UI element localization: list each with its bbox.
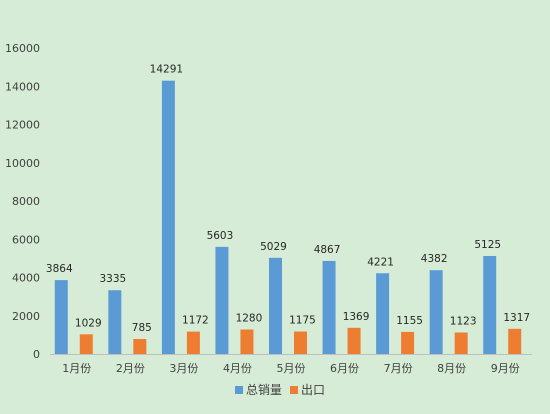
legend-label-export: 出口 — [301, 383, 325, 397]
data-label-export: 1172 — [182, 315, 209, 327]
data-label-total-sales: 5603 — [207, 230, 234, 242]
bar-total-sales — [215, 246, 229, 354]
data-labels: 3864 1029 3335 785 14291 1172 5603 1280 5029 1175… — [46, 64, 530, 334]
data-label-export: 1155 — [396, 315, 423, 327]
x-tick-label: 3月份 — [169, 362, 198, 375]
bar-export — [454, 332, 468, 354]
y-axis: 0 2000 4000 6000 8000 10000 12000 14000 16000 — [5, 42, 40, 361]
data-label-total-sales: 5125 — [474, 239, 501, 251]
x-tick-label: 8月份 — [437, 362, 466, 375]
bar-total-sales — [269, 257, 282, 354]
legend: 总销量 出口 — [235, 383, 325, 397]
y-tick-label: 16000 — [5, 42, 40, 55]
bar-export — [133, 338, 147, 354]
bars — [54, 80, 522, 354]
x-tick-label: 5月份 — [277, 362, 306, 375]
y-tick-label: 2000 — [12, 310, 40, 323]
x-tick-label: 1月份 — [62, 362, 91, 375]
bar-total-sales — [322, 260, 336, 354]
legend-swatch-total-sales — [235, 386, 243, 394]
data-label-export: 1317 — [503, 312, 530, 324]
y-tick-label: 0 — [33, 348, 40, 361]
data-label-export: 785 — [132, 322, 152, 334]
data-label-total-sales: 14291 — [150, 64, 183, 76]
data-label-export: 1175 — [289, 315, 316, 327]
bar-total-sales — [483, 255, 497, 354]
bar-total-sales — [161, 80, 175, 354]
data-label-total-sales: 4221 — [367, 256, 394, 268]
data-label-total-sales: 4867 — [314, 244, 341, 256]
x-axis: 1月份 2月份 3月份 4月份 5月份 6月份 7月份 8月份 9月份 — [50, 354, 532, 375]
bar-export — [79, 334, 93, 354]
x-tick-label: 9月份 — [491, 362, 520, 375]
data-label-total-sales: 3864 — [46, 263, 73, 275]
bar-total-sales — [429, 270, 443, 354]
data-label-total-sales: 5029 — [260, 241, 287, 253]
y-tick-label: 4000 — [12, 272, 40, 285]
y-tick-label: 14000 — [5, 80, 40, 93]
legend-label-total-sales: 总销量 — [246, 383, 282, 397]
bar-export — [508, 328, 522, 354]
y-tick-label: 8000 — [12, 195, 40, 208]
data-label-total-sales: 4382 — [421, 253, 448, 265]
bar-export — [240, 329, 254, 354]
data-label-export: 1123 — [450, 316, 477, 328]
x-tick-label: 4月份 — [223, 362, 252, 375]
bar-total-sales — [108, 290, 122, 354]
y-tick-label: 6000 — [12, 233, 40, 246]
bar-export — [186, 331, 200, 354]
legend-swatch-export — [290, 386, 298, 394]
data-label-export: 1280 — [236, 313, 263, 325]
bar-export — [401, 331, 415, 354]
data-label-export: 1369 — [343, 311, 370, 323]
y-tick-label: 12000 — [5, 119, 40, 132]
bar-export — [347, 327, 361, 354]
bar-export — [294, 331, 307, 354]
x-tick-label: 7月份 — [384, 362, 413, 375]
x-tick-label: 6月份 — [330, 362, 359, 375]
data-label-total-sales: 3335 — [99, 273, 126, 285]
y-tick-label: 10000 — [5, 157, 40, 170]
bar-total-sales — [54, 280, 68, 354]
x-tick-label: 2月份 — [116, 362, 145, 375]
data-label-export: 1029 — [75, 317, 102, 329]
bar-total-sales — [376, 273, 390, 354]
